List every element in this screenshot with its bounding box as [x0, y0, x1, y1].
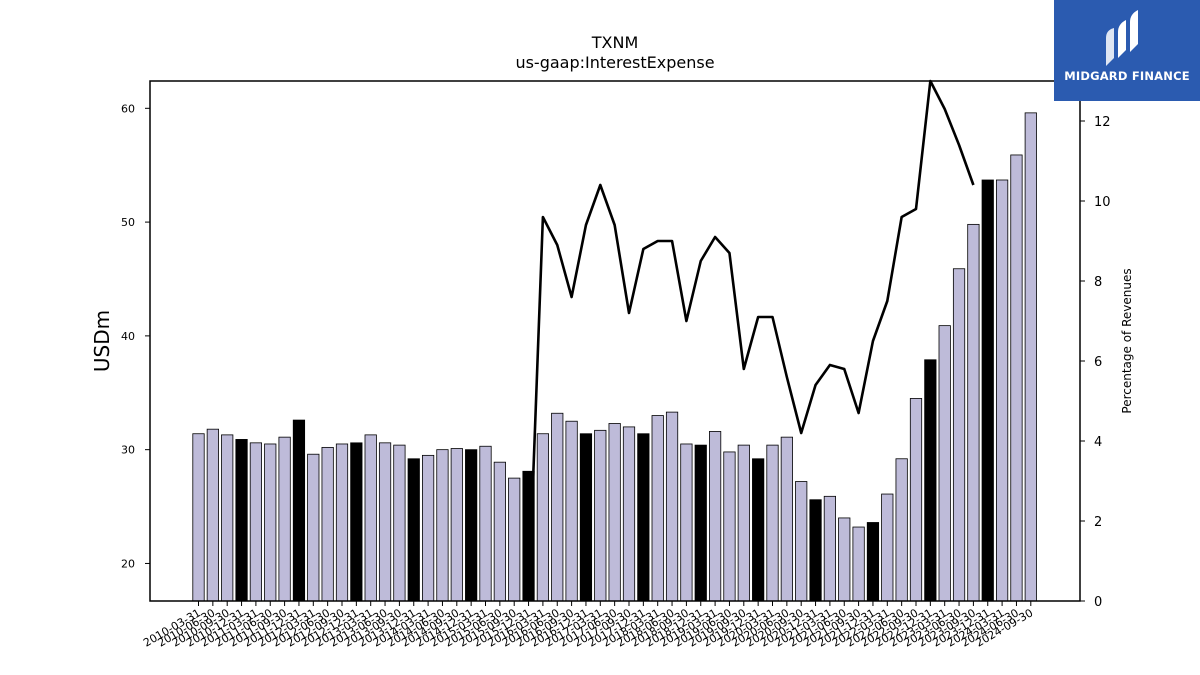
y2-tick-label: 0: [1094, 595, 1102, 610]
bar-2018-06-30: [665, 411, 679, 602]
bar-2022-03-31: [881, 493, 894, 602]
bar-2011-03-31: [249, 442, 262, 602]
y2-tick-label: 12: [1094, 115, 1111, 130]
bar-2012-09-30: [335, 443, 349, 602]
bar-2015-09-30: [508, 477, 521, 602]
bar-2021-06-30: [838, 517, 851, 602]
bar-2012-03-31: [307, 453, 320, 602]
bar-2021-12-31: [866, 522, 880, 602]
bar-2023-03-31: [938, 325, 951, 602]
bar-2019-06-30: [723, 451, 736, 602]
chart-title: TXNM: [591, 33, 639, 52]
bar-2011-06-30: [264, 443, 277, 602]
bar-2015-03-31: [479, 445, 492, 602]
bar-2014-12-31: [465, 449, 478, 602]
bar-2016-09-30: [565, 420, 578, 602]
y2-axis-label: Percentage of Revenues: [1120, 268, 1134, 413]
bar-2011-12-31: [292, 419, 306, 602]
y2-tick-label: 10: [1094, 195, 1111, 210]
brand-logo: MIDGARD FINANCE: [1054, 0, 1200, 101]
bar-2016-03-31: [536, 433, 550, 602]
bar-2022-12-31: [924, 359, 937, 602]
y-axis-label: USDm: [90, 310, 114, 372]
bar-2017-03-31: [594, 429, 607, 602]
bar-2020-03-31: [766, 444, 779, 602]
bar-2013-12-31: [407, 458, 420, 602]
bar-2023-12-31: [981, 179, 994, 602]
bar-2020-12-31: [809, 499, 822, 602]
y-tick-label: 60: [121, 102, 135, 115]
bar-2019-03-31: [709, 431, 722, 602]
bar-2018-03-31: [651, 415, 664, 602]
bar-2013-09-30: [393, 444, 406, 602]
bar-2021-03-31: [823, 495, 837, 602]
logo-text: MIDGARD FINANCE: [1064, 69, 1190, 83]
bar-2017-09-30: [622, 426, 636, 602]
bar-2020-09-30: [795, 481, 808, 602]
y2-tick-label: 4: [1094, 435, 1102, 450]
bar-2022-09-30: [909, 398, 923, 602]
bar-2017-06-30: [608, 423, 621, 602]
bar-2015-06-30: [493, 461, 506, 602]
bar-2018-09-30: [680, 443, 693, 602]
bar-2018-12-31: [694, 444, 707, 602]
plot-frame: [149, 80, 1081, 602]
bar-2011-09-30: [278, 436, 291, 602]
bar-2010-09-30: [221, 434, 234, 602]
series-line-percentage-of-revenues: [527, 79, 975, 602]
bar-2016-06-30: [551, 412, 564, 602]
bar-2020-06-30: [780, 436, 793, 602]
bar-2013-06-30: [378, 442, 392, 602]
bar-2010-03-31: [192, 433, 205, 602]
chart-subtitle: us-gaap:InterestExpense: [515, 53, 714, 72]
bar-2019-12-31: [752, 458, 765, 602]
bar-2014-03-31: [421, 454, 435, 602]
bar-2012-06-30: [321, 446, 334, 602]
y-tick-label: 20: [121, 557, 135, 570]
bar-2022-06-30: [895, 458, 908, 602]
bar-2010-12-31: [235, 439, 248, 602]
y2-tick-label: 6: [1094, 355, 1102, 370]
logo-mark-icon: [1106, 10, 1138, 66]
bar-2019-09-30: [737, 444, 750, 602]
bar-2024-06-30: [1010, 154, 1023, 602]
bar-2017-12-31: [637, 433, 650, 602]
y-tick-label: 50: [121, 216, 135, 229]
bar-2016-12-31: [579, 433, 593, 602]
bar-2024-03-31: [996, 179, 1009, 602]
bar-2024-09-30: [1024, 112, 1037, 602]
bar-2023-09-30: [967, 223, 980, 602]
y-tick-label: 30: [121, 444, 135, 457]
y2-tick-label: 8: [1094, 275, 1102, 290]
bar-2012-12-31: [350, 442, 363, 602]
bar-2014-06-30: [436, 449, 449, 602]
y2-tick-label: 2: [1094, 515, 1102, 530]
bar-2013-03-31: [364, 434, 377, 602]
bar-2021-09-30: [852, 526, 865, 602]
bar-2014-09-30: [450, 448, 463, 602]
bar-2023-06-30: [952, 268, 966, 602]
bar-2010-06-30: [206, 428, 219, 602]
y-tick-label: 40: [121, 330, 135, 343]
